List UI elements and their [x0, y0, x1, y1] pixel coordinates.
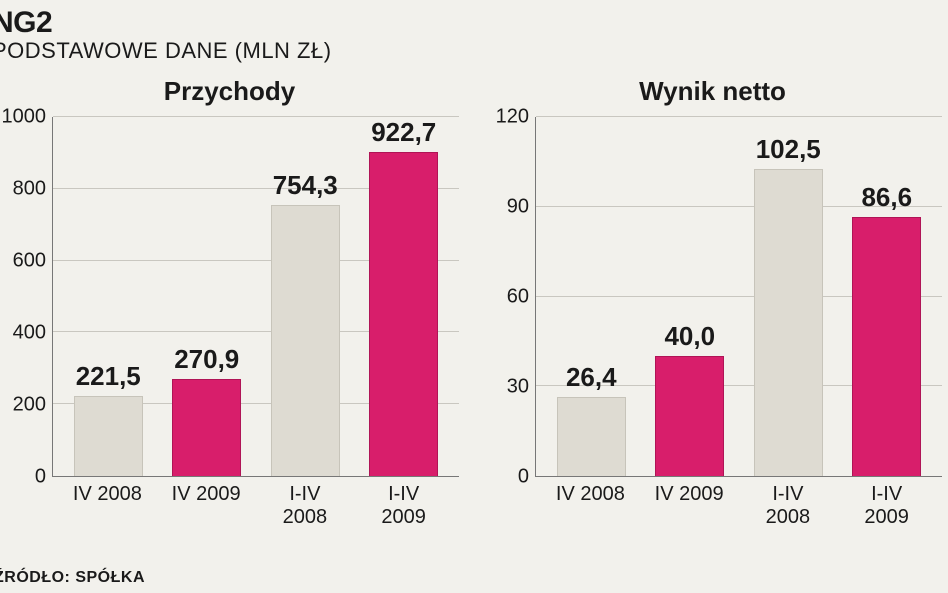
source-footer: ŹRÓDŁO: SPÓŁKA — [0, 569, 145, 587]
bar — [754, 169, 823, 476]
x-axis-label: I-IV 2009 — [837, 483, 936, 529]
bar-slot: 102,5 — [739, 117, 838, 476]
x-axis-label: IV 2009 — [157, 483, 256, 529]
x-axis-label: IV 2009 — [640, 483, 739, 529]
plot-area-wrapper: 0306090120 26,440,0102,586,6 — [483, 117, 942, 477]
bars-container: 26,4 40,0 102,5 86,6 — [536, 117, 942, 476]
bar-slot: 40,0 — [641, 117, 740, 476]
bar-value-label: 86,6 — [861, 182, 912, 213]
y-axis: 0306090120 — [483, 117, 535, 477]
bar — [172, 379, 241, 476]
y-tick: 0 — [0, 466, 46, 489]
x-axis-label: I-IV 2008 — [256, 483, 355, 529]
plot-area: 221,5 270,9 754,3 922,7 — [52, 117, 459, 477]
chart-title: Przychody — [0, 76, 459, 107]
y-tick: 400 — [0, 322, 46, 345]
x-axis-label: I-IV 2009 — [354, 483, 453, 529]
y-tick: 800 — [0, 178, 46, 201]
bar — [271, 205, 340, 476]
bar-value-label: 26,4 — [566, 362, 617, 393]
y-tick: 120 — [483, 106, 529, 129]
bar-value-label: 102,5 — [756, 134, 821, 165]
bar-value-label: 270,9 — [174, 344, 239, 375]
bar-value-label: 922,7 — [371, 117, 436, 148]
bar — [655, 356, 724, 476]
charts-row: Przychody 02004006008001000 221,5270,975… — [0, 70, 948, 529]
y-tick: 600 — [0, 250, 46, 273]
chart-wynik-netto: Wynik netto 0 30 60 90 120 26,4 40,0 102,5 86,6… — [483, 76, 942, 529]
bar-slot: 86,6 — [838, 117, 937, 476]
chart-przychody: Przychody 0 200 400 600 800 1000 221,5 270,9 75… — [0, 76, 459, 529]
y-tick: 1000 — [0, 106, 46, 129]
x-axis-label: I-IV 2008 — [739, 483, 838, 529]
bar-slot: 922,7 — [355, 117, 454, 476]
bar — [852, 217, 921, 476]
bar-slot: 221,5 — [59, 117, 158, 476]
page-title: NG2 — [0, 6, 948, 40]
x-axis-label: IV 2008 — [58, 483, 157, 529]
chart-title: Wynik netto — [483, 76, 942, 107]
bar-slot: 754,3 — [256, 117, 355, 476]
x-axis-labels: IV 2008IV 2009I-IV 2008I-IV 2009 — [535, 477, 942, 529]
y-tick: 200 — [0, 394, 46, 417]
y-tick: 0 — [483, 466, 529, 489]
page-subtitle: PODSTAWOWE DANE (MLN ZŁ) — [0, 38, 948, 64]
x-axis-labels: IV 2008IV 2009I-IV 2008I-IV 2009 — [52, 477, 459, 529]
header: NG2 PODSTAWOWE DANE (MLN ZŁ) — [0, 0, 948, 70]
y-tick: 30 — [483, 376, 529, 399]
y-tick: 90 — [483, 196, 529, 219]
bar — [74, 396, 143, 476]
bar — [369, 152, 438, 476]
bar-slot: 26,4 — [542, 117, 641, 476]
y-axis: 02004006008001000 — [0, 117, 52, 477]
bars-container: 221,5 270,9 754,3 922,7 — [53, 117, 459, 476]
bar-slot: 270,9 — [158, 117, 257, 476]
x-axis-label: IV 2008 — [541, 483, 640, 529]
bar — [557, 397, 626, 476]
bar-value-label: 40,0 — [664, 321, 715, 352]
bar-value-label: 221,5 — [76, 361, 141, 392]
y-tick: 60 — [483, 286, 529, 309]
plot-area-wrapper: 02004006008001000 221,5270,9754,3922,7 — [0, 117, 459, 477]
bar-value-label: 754,3 — [273, 170, 338, 201]
plot-area: 26,4 40,0 102,5 86,6 — [535, 117, 942, 477]
